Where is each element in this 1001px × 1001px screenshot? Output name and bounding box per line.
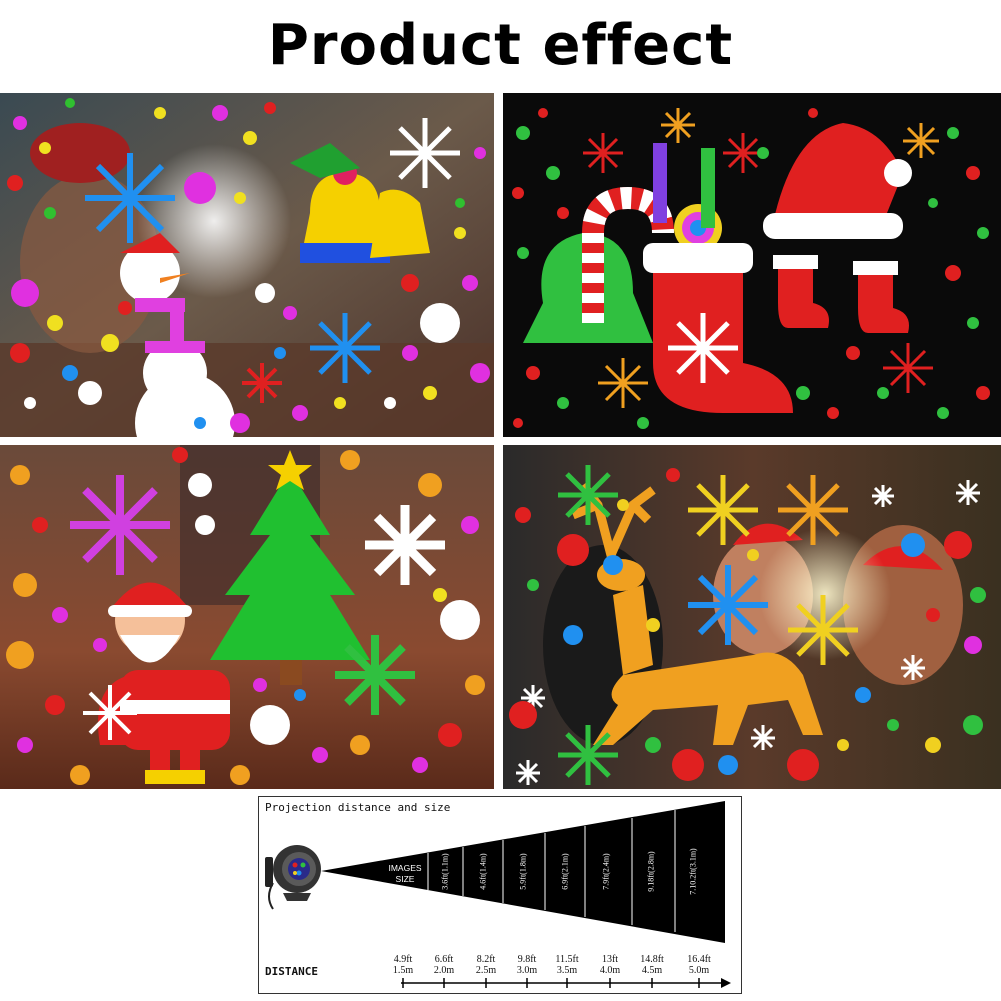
- images-size-label: IMAGES SIZE: [382, 863, 428, 885]
- product-photo-reindeer-party: [503, 445, 1001, 789]
- projection-diagram: Projection distance and size: [258, 796, 742, 994]
- size-label-7: 7.10.2ft(3.1m): [688, 848, 698, 895]
- images-size-line1: IMAGES: [388, 863, 422, 873]
- product-photo-stocking-candy: [503, 93, 1001, 437]
- size-label-3: 5.9ft(1.8m): [518, 853, 528, 890]
- distance-tick-6: 13ft 4.0m: [599, 954, 621, 976]
- size-label-6: 9.18ft(2.8m): [646, 851, 656, 892]
- distance-tick-3: 8.2ft 2.5m: [475, 954, 497, 976]
- distance-tick-7: 14.8ft 4.5m: [640, 954, 664, 976]
- projection-cone-svg: [265, 801, 731, 988]
- size-label-2: 4.6ft(1.4m): [478, 853, 488, 890]
- distance-tick-1: 4.9ft 1.5m: [392, 954, 414, 976]
- size-label-4: 6.9ft(2.1m): [560, 853, 570, 890]
- page-title: Product effect: [267, 13, 734, 78]
- distance-tick-2: 6.6ft 2.0m: [433, 954, 455, 976]
- diagram-title: Projection distance and size: [265, 801, 451, 814]
- size-label-8: 11.2ft(3.4m): [728, 851, 738, 892]
- images-size-line2: SIZE: [395, 874, 415, 884]
- size-label-5: 7.9ft(2.4m): [601, 853, 611, 890]
- projector-icon: [265, 845, 321, 910]
- product-photo-santa-tree: [0, 445, 494, 789]
- product-photo-snowman-bells: [0, 93, 494, 437]
- distance-tick-4: 9.8ft 3.0m: [516, 954, 538, 976]
- distance-tick-8: 16.4ft 5.0m: [687, 954, 711, 976]
- distance-axis-label: DISTANCE: [265, 965, 318, 978]
- size-label-1: 3.6ft(1.1m): [440, 853, 450, 890]
- distance-tick-5: 11.5ft 3.5m: [555, 954, 579, 976]
